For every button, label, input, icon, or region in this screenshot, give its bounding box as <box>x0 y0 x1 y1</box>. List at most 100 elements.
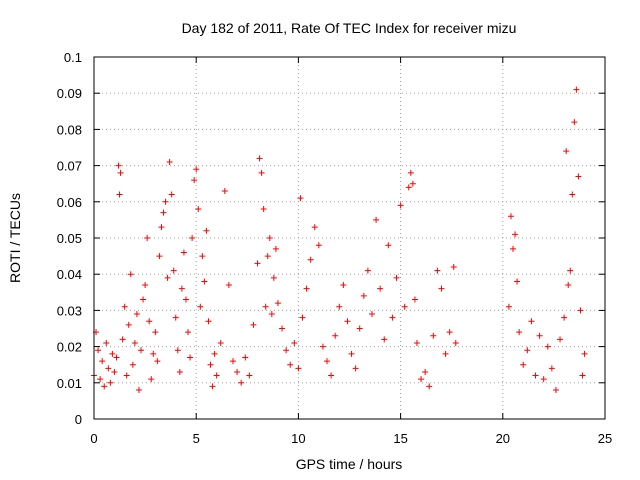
data-point <box>142 282 149 289</box>
data-point <box>297 195 304 202</box>
data-point <box>548 365 555 372</box>
data-point <box>291 339 298 346</box>
data-point <box>111 368 118 375</box>
data-point <box>225 282 232 289</box>
data-point <box>246 372 253 379</box>
data-point <box>336 303 343 310</box>
data-point <box>446 329 453 336</box>
data-point <box>189 235 196 241</box>
data-point <box>319 343 326 350</box>
data-point <box>434 267 441 274</box>
y-tick-label: 0.07 <box>57 159 82 174</box>
data-point <box>295 365 302 372</box>
data-point <box>107 379 114 386</box>
data-point <box>520 361 527 368</box>
data-point <box>213 372 220 379</box>
data-point <box>109 350 116 357</box>
data-point <box>195 206 202 213</box>
data-point <box>510 245 517 252</box>
data-point <box>95 347 102 354</box>
data-point <box>115 162 122 169</box>
data-point <box>411 296 418 303</box>
data-point <box>274 300 281 307</box>
data-point <box>409 180 416 187</box>
data-point <box>268 311 275 318</box>
x-tick-label: 20 <box>496 431 510 446</box>
data-point <box>311 224 318 231</box>
y-tick-label: 0.01 <box>57 376 82 391</box>
data-point <box>401 303 408 310</box>
data-point <box>514 278 521 285</box>
x-tick-label: 5 <box>193 431 200 446</box>
y-tick-label: 0.1 <box>64 50 82 65</box>
x-tick-label: 10 <box>291 431 305 446</box>
data-point <box>123 372 130 379</box>
data-point <box>160 209 167 216</box>
axis-ticks <box>93 56 606 420</box>
data-point <box>144 235 151 241</box>
data-point <box>229 358 236 365</box>
chart-title: Day 182 of 2011, Rate Of TEC Index for r… <box>182 20 517 36</box>
data-point <box>270 274 277 281</box>
data-point <box>413 339 420 346</box>
data-point <box>360 292 367 299</box>
data-point <box>573 86 580 93</box>
data-point <box>287 361 294 368</box>
data-point <box>127 271 134 278</box>
data-point <box>199 253 206 260</box>
data-point <box>368 311 375 318</box>
data-point <box>203 227 210 234</box>
data-point <box>299 314 306 321</box>
data-point <box>516 329 523 336</box>
data-point <box>221 187 228 194</box>
data-point <box>185 329 192 336</box>
data-point <box>452 339 459 346</box>
data-point <box>103 339 110 346</box>
data-point <box>146 318 153 325</box>
data-point <box>324 358 331 365</box>
data-point <box>125 321 132 328</box>
data-point <box>544 343 551 350</box>
data-point <box>193 166 200 173</box>
data-point <box>97 376 104 383</box>
data-point <box>166 158 173 165</box>
data-point <box>279 325 286 332</box>
data-point <box>307 256 314 263</box>
data-point <box>197 303 204 310</box>
data-point <box>266 235 273 241</box>
data-point <box>315 242 322 249</box>
data-point <box>264 253 271 260</box>
data-point <box>540 376 547 383</box>
data-point <box>442 350 449 357</box>
data-point <box>138 347 145 354</box>
y-tick-label: 0.03 <box>57 303 82 318</box>
data-point <box>129 361 136 368</box>
data-point <box>201 278 208 285</box>
data-point <box>512 231 519 238</box>
data-point <box>121 303 128 310</box>
data-point <box>140 296 147 303</box>
x-tick-label: 25 <box>598 431 612 446</box>
data-point <box>99 358 106 365</box>
data-point <box>348 350 355 357</box>
y-tick-label: 0.09 <box>57 86 82 101</box>
x-tick-labels: 0 5 10 15 20 25 <box>90 431 612 446</box>
data-point <box>217 339 224 346</box>
y-tick-labels: 0 0.01 0.02 0.03 0.04 0.05 0.06 0.07 0.08 0.09 0.1 <box>57 50 82 427</box>
data-point <box>205 318 212 325</box>
data-point <box>191 177 198 184</box>
data-point <box>117 169 124 176</box>
data-point <box>505 303 512 310</box>
data-point <box>113 354 120 361</box>
data-point <box>164 274 171 281</box>
data-point <box>373 216 380 223</box>
data-point <box>356 325 363 332</box>
data-point <box>571 119 578 126</box>
data-point <box>581 350 588 357</box>
x-tick-label: 0 <box>90 431 97 446</box>
data-point <box>528 318 535 325</box>
data-point <box>211 350 218 357</box>
data-point <box>385 242 392 249</box>
data-point <box>340 282 347 289</box>
